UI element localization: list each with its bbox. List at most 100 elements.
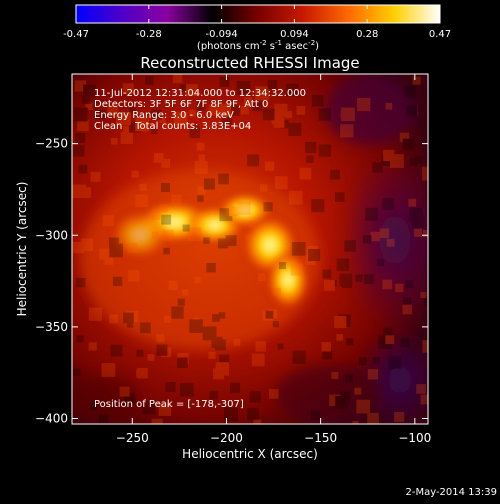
texture-speckle — [222, 116, 233, 127]
texture-speckle — [219, 76, 230, 87]
texture-speckle — [73, 107, 88, 122]
texture-speckle — [116, 115, 125, 124]
texture-speckle — [248, 220, 256, 228]
y-tick-label: −350 — [35, 320, 68, 334]
plot-frame — [71, 73, 429, 425]
texture-speckle — [77, 119, 89, 132]
texture-speckle — [408, 198, 417, 207]
texture-speckle — [189, 127, 200, 139]
x-tick-label: −250 — [116, 431, 149, 445]
texture-speckle — [324, 280, 335, 291]
texture-speckle — [263, 202, 273, 212]
texture-speckle — [405, 280, 414, 288]
texture-speckle — [218, 312, 226, 319]
texture-speckle — [390, 154, 404, 168]
texture-speckle — [171, 306, 184, 319]
texture-speckle — [267, 79, 278, 90]
texture-speckle — [247, 154, 260, 167]
texture-speckle — [416, 384, 426, 394]
colorbar-tick-label: -0.094 — [205, 29, 237, 40]
texture-speckle — [290, 263, 304, 276]
texture-speckle — [229, 105, 240, 116]
texture-speckle — [292, 350, 306, 364]
texture-speckle — [145, 76, 154, 85]
texture-speckle — [245, 234, 252, 241]
texture-speckle — [193, 124, 200, 131]
texture-speckle — [272, 321, 279, 328]
texture-speckle — [126, 310, 139, 323]
texture-speckle — [363, 274, 374, 285]
texture-speckle — [247, 407, 260, 420]
heatmap-image — [72, 74, 428, 424]
texture-speckle — [72, 184, 87, 199]
texture-speckle — [252, 101, 262, 112]
texture-speckle — [311, 94, 324, 107]
texture-speckle — [110, 344, 123, 357]
texture-speckle — [215, 339, 226, 351]
texture-speckle — [131, 170, 139, 178]
texture-speckle — [236, 80, 251, 95]
texture-speckle — [151, 231, 159, 239]
texture-speckle — [112, 276, 123, 287]
texture-speckle — [251, 353, 265, 367]
texture-speckle — [344, 240, 356, 252]
texture-speckle — [355, 274, 363, 282]
texture-speckle — [362, 235, 372, 244]
texture-speckle — [395, 283, 404, 293]
texture-speckle — [382, 198, 395, 210]
texture-speckle — [80, 187, 92, 198]
texture-speckle — [383, 149, 395, 162]
texture-speckle — [307, 245, 318, 257]
colorbar-label: (photons cm-2 s-1 asec-2) — [197, 39, 319, 52]
y-axis-label: Heliocentric Y (arcsec) — [15, 182, 29, 317]
texture-speckle — [334, 315, 347, 329]
texture-speckle — [122, 83, 134, 95]
texture-speckle — [420, 394, 428, 405]
texture-speckle — [376, 258, 385, 267]
texture-speckle — [139, 183, 147, 191]
texture-speckle — [73, 368, 81, 376]
texture-speckle — [127, 243, 138, 253]
texture-speckle — [277, 343, 284, 350]
texture-speckle — [150, 127, 158, 135]
y-axis-ticks: −250 −300 −350 −400 — [35, 137, 428, 426]
texture-speckle — [177, 352, 189, 365]
texture-speckle — [259, 184, 268, 192]
colorbar-tick-label: 0.094 — [280, 29, 309, 40]
texture-speckle — [111, 137, 118, 145]
texture-speckle — [372, 356, 380, 364]
texture-speckle — [159, 204, 168, 213]
texture-speckle — [308, 248, 321, 262]
texture-speckle — [196, 142, 205, 151]
texture-speckle — [299, 167, 312, 180]
texture-speckle — [140, 322, 151, 334]
texture-speckle — [409, 207, 423, 221]
texture-speckle — [76, 335, 84, 343]
x-tick-label: −200 — [210, 431, 243, 445]
texture-speckle — [153, 153, 164, 163]
texture-speckle — [335, 192, 345, 202]
texture-speckle — [219, 354, 230, 365]
peak-position-label: Position of Peak = [-178,-307] — [94, 399, 244, 410]
texture-speckle — [383, 327, 393, 338]
texture-speckle — [273, 287, 282, 296]
texture-speckle — [336, 258, 350, 272]
texture-speckle — [194, 160, 208, 174]
texture-speckle — [135, 194, 149, 208]
texture-speckle — [318, 108, 331, 121]
texture-speckle — [101, 363, 116, 377]
y-tick-label: −300 — [35, 228, 68, 242]
texture-speckle — [76, 277, 86, 288]
texture-speckle — [249, 391, 261, 403]
texture-speckle — [322, 349, 333, 360]
texture-speckle — [372, 162, 383, 173]
texture-speckle — [322, 269, 332, 279]
texture-speckle — [147, 353, 155, 361]
texture-speckle — [206, 262, 216, 273]
texture-speckle — [358, 357, 367, 366]
texture-speckle — [185, 84, 198, 96]
texture-speckle — [406, 105, 418, 117]
texture-speckle — [253, 101, 263, 111]
